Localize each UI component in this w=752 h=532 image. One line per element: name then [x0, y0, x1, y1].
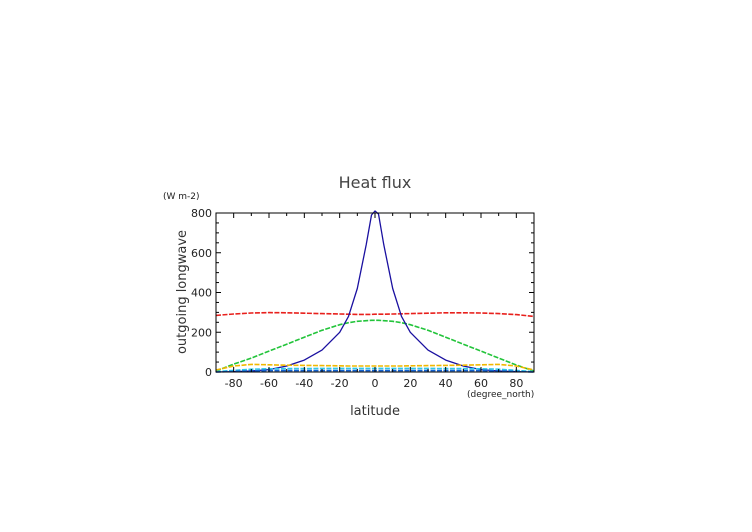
chart-title: Heat flux	[339, 173, 412, 192]
y-tick-label: 800	[191, 207, 212, 220]
y-unit: (W m-2)	[163, 192, 200, 202]
y-tick-label: 400	[191, 287, 212, 300]
series-layer	[215, 210, 535, 373]
series-line-2	[215, 210, 535, 373]
x-tick-label: 40	[439, 377, 453, 390]
x-tick-label: 80	[509, 377, 523, 390]
plot-frame	[215, 212, 535, 373]
x-tick-label: 60	[474, 377, 488, 390]
series-line-3	[215, 363, 535, 371]
x-axis-label: latitude	[350, 404, 400, 419]
y-tick-label: 600	[191, 247, 212, 260]
x-tick-label: -20	[331, 377, 349, 390]
y-tick-label: 0	[205, 366, 212, 379]
x-tick-label: -40	[295, 377, 313, 390]
x-unit: (degree_north)	[467, 390, 534, 400]
x-tick-label: -60	[260, 377, 278, 390]
series-line-1	[215, 319, 535, 372]
series-line-0	[215, 311, 535, 318]
y-tick-label: 200	[191, 326, 212, 339]
x-tick-label: 0	[372, 377, 379, 390]
x-tick-label: 20	[403, 377, 417, 390]
x-tick-label: -80	[225, 377, 243, 390]
y-axis-label: outgoing longwave	[175, 230, 190, 354]
